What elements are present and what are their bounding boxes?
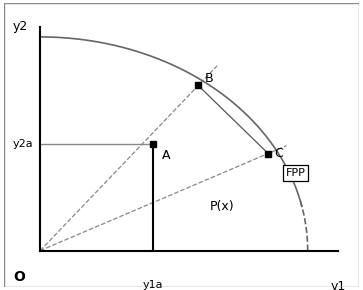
Text: C: C — [274, 147, 283, 160]
Text: y1a: y1a — [142, 280, 163, 290]
Text: FPP: FPP — [286, 168, 305, 178]
Text: y2a: y2a — [13, 139, 33, 149]
Text: A: A — [162, 149, 170, 162]
Text: O: O — [13, 270, 25, 284]
Text: P(x): P(x) — [210, 200, 235, 213]
Text: B: B — [204, 72, 213, 86]
Text: y2: y2 — [13, 20, 28, 33]
Text: y1: y1 — [330, 280, 346, 290]
